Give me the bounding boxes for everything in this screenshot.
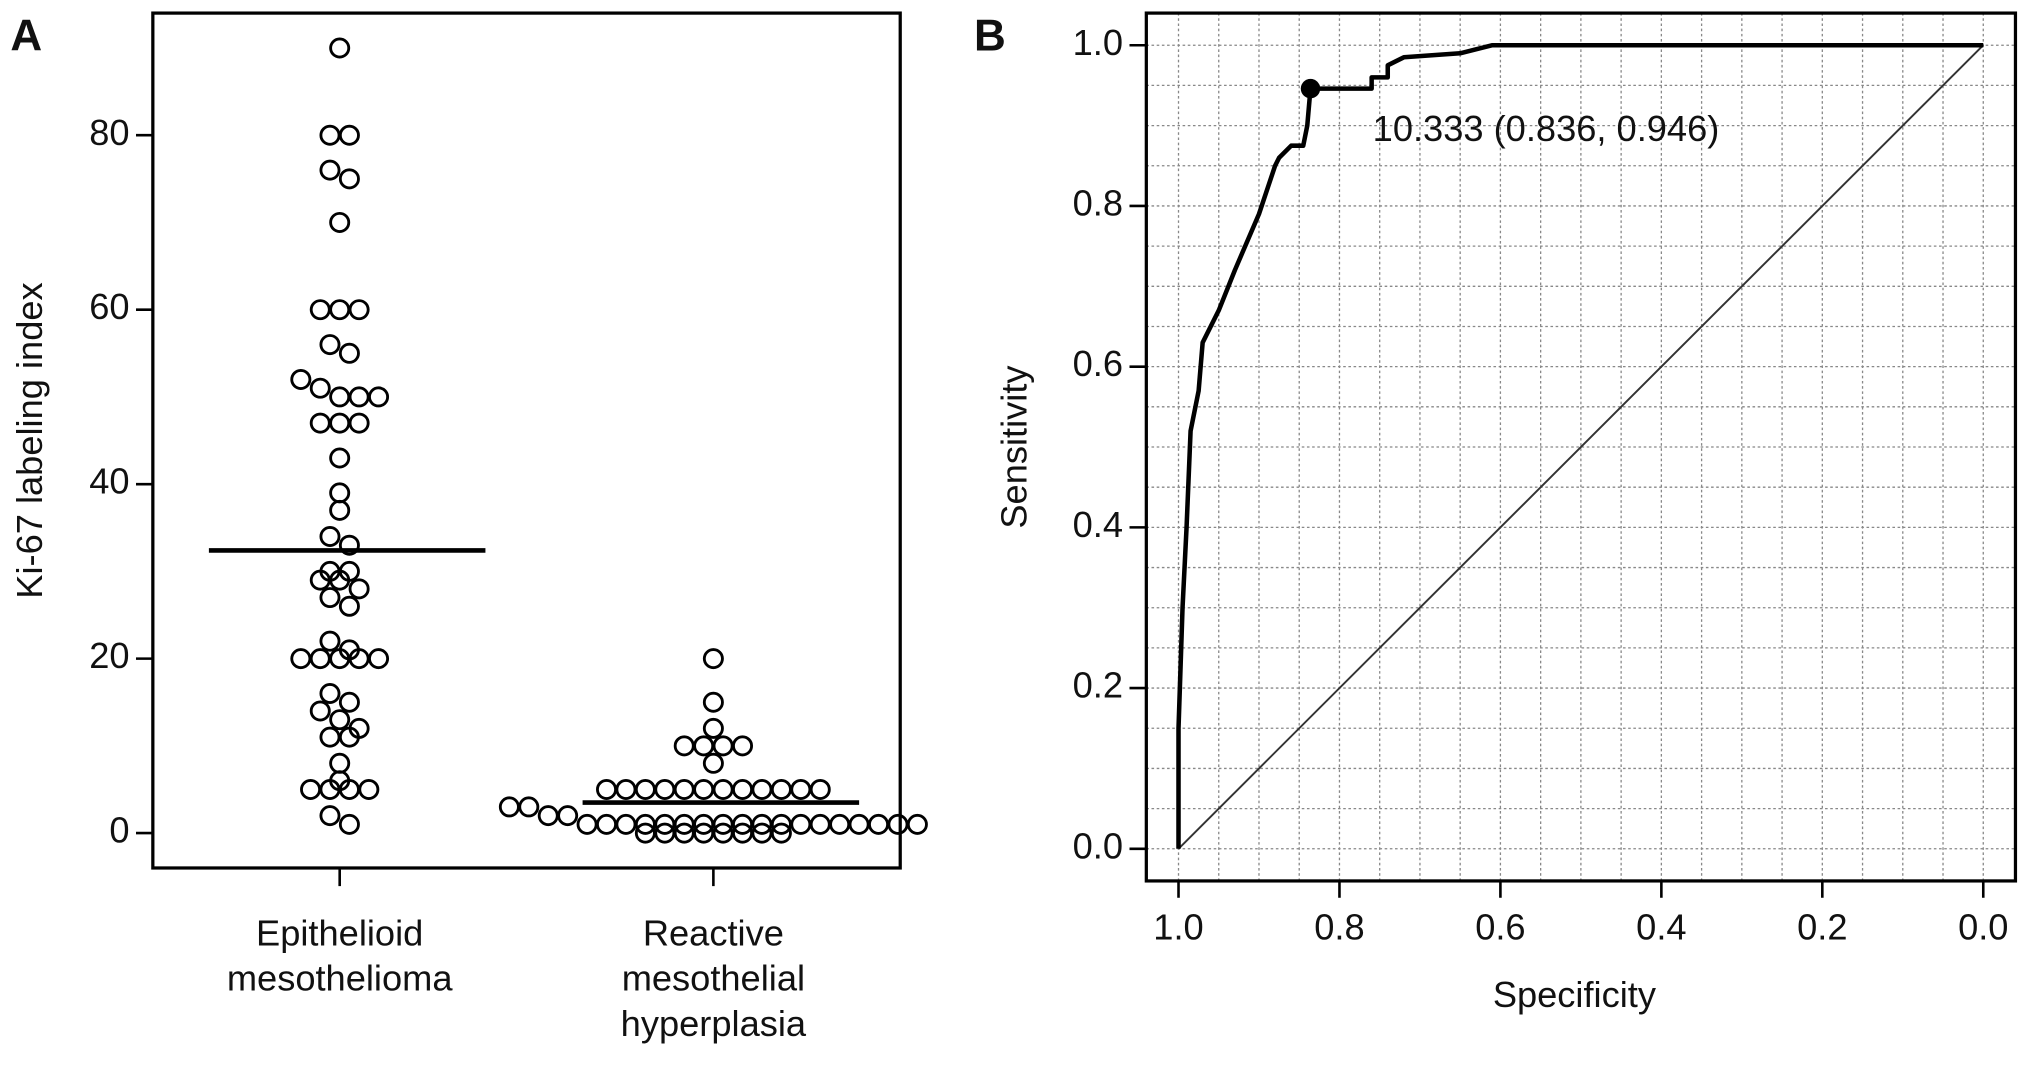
data-point bbox=[319, 805, 341, 827]
data-point bbox=[338, 813, 360, 835]
data-point bbox=[338, 168, 360, 190]
data-point bbox=[518, 796, 540, 818]
data-point bbox=[319, 334, 341, 356]
panel-label: A bbox=[10, 12, 42, 61]
data-point bbox=[770, 822, 792, 844]
data-point bbox=[319, 525, 341, 547]
data-point bbox=[809, 778, 831, 800]
data-point bbox=[338, 595, 360, 617]
x-tick-label: Reactive mesothelial hyperplasia bbox=[621, 912, 807, 1044]
y-tick-label: 0.6 bbox=[1073, 343, 1123, 384]
data-point bbox=[329, 211, 351, 233]
data-point bbox=[319, 159, 341, 181]
data-point bbox=[906, 813, 928, 835]
x-axis-label: Specificity bbox=[1493, 974, 1657, 1015]
y-tick-label: 20 bbox=[89, 635, 129, 676]
data-point bbox=[319, 587, 341, 609]
data-point bbox=[329, 569, 351, 591]
plot-frame bbox=[1144, 11, 2018, 883]
x-tick-label: 0.8 bbox=[1314, 907, 1364, 948]
data-point bbox=[702, 691, 724, 713]
y-axis-label: Sensitivity bbox=[993, 365, 1034, 529]
data-point bbox=[732, 735, 754, 757]
data-point bbox=[348, 299, 370, 321]
data-point bbox=[329, 37, 351, 59]
data-point bbox=[338, 534, 360, 556]
data-point bbox=[557, 805, 579, 827]
y-tick-label: 0 bbox=[109, 810, 129, 851]
y-tick-label: 60 bbox=[89, 286, 129, 327]
data-point bbox=[368, 648, 390, 670]
y-tick-label: 0.2 bbox=[1073, 665, 1123, 706]
data-point bbox=[338, 342, 360, 364]
data-point bbox=[702, 752, 724, 774]
y-tick-label: 0.4 bbox=[1073, 504, 1123, 545]
data-point bbox=[348, 578, 370, 600]
y-tick-label: 40 bbox=[89, 461, 129, 502]
data-point bbox=[329, 499, 351, 521]
y-tick-label: 80 bbox=[89, 112, 129, 153]
data-point bbox=[358, 778, 380, 800]
data-point bbox=[348, 412, 370, 434]
data-point bbox=[702, 648, 724, 670]
data-point bbox=[338, 124, 360, 146]
data-point bbox=[368, 386, 390, 408]
data-point bbox=[309, 700, 331, 722]
y-tick-label: 0.0 bbox=[1073, 825, 1123, 866]
data-point bbox=[309, 377, 331, 399]
data-point bbox=[319, 683, 341, 705]
y-tick-label: 0.8 bbox=[1073, 183, 1123, 224]
x-tick-label: 0.0 bbox=[1958, 907, 2008, 948]
panel-label: B bbox=[974, 12, 1006, 61]
data-point bbox=[338, 691, 360, 713]
data-point bbox=[329, 709, 351, 731]
data-point bbox=[702, 717, 724, 739]
data-point bbox=[290, 368, 312, 390]
data-point bbox=[319, 630, 341, 652]
x-tick-label: 0.4 bbox=[1636, 907, 1686, 948]
reference-line bbox=[1177, 44, 1984, 850]
x-tick-label: Epithelioid mesothelioma bbox=[227, 912, 453, 998]
threshold-label: 10.333 (0.836, 0.946) bbox=[1373, 108, 1720, 149]
data-point bbox=[329, 447, 351, 469]
x-tick-label: 1.0 bbox=[1153, 907, 1203, 948]
roc-curve bbox=[1176, 42, 1984, 849]
x-tick-label: 0.2 bbox=[1797, 907, 1847, 948]
y-tick-label: 1.0 bbox=[1073, 22, 1123, 63]
y-axis-label: Ki-67 labeling index bbox=[9, 282, 50, 598]
threshold-point bbox=[1300, 78, 1321, 99]
x-tick-label: 0.6 bbox=[1475, 907, 1525, 948]
data-point bbox=[338, 726, 360, 748]
plot-frame bbox=[151, 11, 902, 870]
